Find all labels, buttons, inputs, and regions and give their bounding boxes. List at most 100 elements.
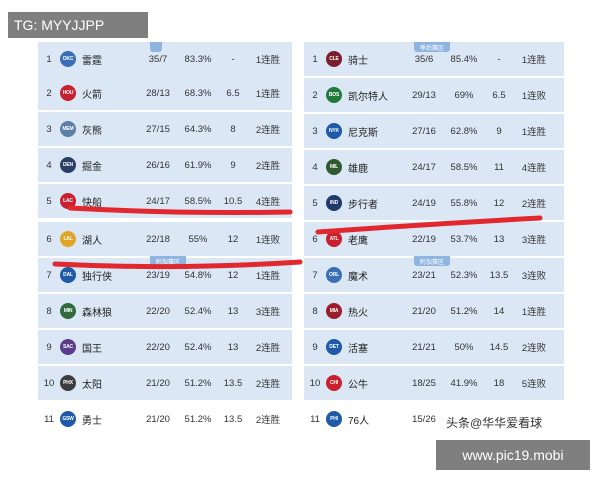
streak: 2连败 (521, 343, 547, 354)
team-name: 湖人 (82, 235, 102, 247)
win-loss-record: 18/25 (412, 377, 436, 389)
team-logo-icon: DET (326, 339, 342, 355)
games-behind: 6.5 (226, 87, 240, 99)
team-name: 独行侠 (82, 271, 112, 283)
standings-row: 11 PHI 76人 15/26 (304, 402, 564, 436)
tg-badge: TG: MYYJJPP (8, 12, 148, 38)
streak: 2连胜 (255, 161, 281, 172)
rank-number: 11 (44, 413, 54, 425)
rank-number: 8 (312, 305, 318, 317)
team-logo-icon: PHX (60, 375, 76, 391)
streak: 1连败 (255, 235, 281, 246)
win-loss-record: 23/21 (412, 269, 436, 281)
team-logo-icon: MEM (60, 121, 76, 137)
win-loss-record: 24/17 (412, 161, 436, 173)
streak: 1连胜 (521, 127, 547, 138)
team-name: 灰熊 (82, 125, 102, 137)
rank-number: 7 (312, 269, 318, 281)
standings-row: 4 MIL 雄鹿 24/17 58.5% 11 4连胜 (304, 150, 564, 184)
games-behind: - (497, 53, 501, 65)
streak: 1连胜 (255, 89, 281, 100)
team-logo-icon: ATL (326, 231, 342, 247)
rank-number: 10 (43, 377, 55, 389)
rank-number: 10 (309, 377, 321, 389)
rank-number: 1 (46, 53, 52, 65)
standings-row: 3 NYK 尼克斯 27/16 62.8% 9 1连胜 (304, 114, 564, 148)
win-loss-record: 35/6 (414, 53, 434, 65)
streak: 1连胜 (255, 55, 281, 66)
team-name: 步行者 (348, 199, 378, 211)
win-percentage: 51.2% (450, 305, 478, 317)
team-logo-icon: CHI (326, 375, 342, 391)
games-behind: 13.5 (223, 413, 243, 425)
team-logo-icon: PHI (326, 411, 342, 427)
team-name: 魔术 (348, 271, 368, 283)
win-percentage: 68.3% (184, 87, 212, 99)
team-name: 活塞 (348, 343, 368, 355)
team-name: 雄鹿 (348, 163, 368, 175)
team-logo-icon: OKC (60, 51, 76, 67)
win-loss-record: 27/16 (412, 125, 436, 137)
rank-number: 2 (46, 87, 52, 99)
win-loss-record: 28/13 (146, 87, 170, 99)
rank-number: 3 (312, 125, 318, 137)
streak: 5连败 (521, 379, 547, 390)
games-behind: 10.5 (223, 195, 243, 207)
games-behind: 14 (493, 305, 505, 317)
team-name: 76人 (348, 415, 370, 427)
standings-row: 8 MIA 热火 21/20 51.2% 14 1连胜 (304, 294, 564, 328)
win-percentage: 58.5% (184, 195, 212, 207)
win-loss-record: 22/20 (146, 305, 170, 317)
west-standings-panel: 1 OKC 雷霆 35/7 83.3% - 1连胜 2 HOU 火箭 28/13 68.3% 6.5 1连… (38, 42, 292, 436)
win-percentage: 61.9% (184, 159, 212, 171)
games-behind: 12 (227, 269, 239, 281)
rank-number: 11 (310, 413, 320, 425)
streak: 3连败 (521, 271, 547, 282)
win-percentage: 64.3% (184, 123, 212, 135)
team-name: 老鹰 (348, 235, 368, 247)
games-behind: 6.5 (492, 89, 506, 101)
win-percentage: 53.7% (450, 233, 478, 245)
standings-row: 2 BOS 凯尔特人 29/13 69% 6.5 1连败 (304, 78, 564, 112)
team-name: 太阳 (82, 379, 102, 391)
team-logo-icon: NYK (326, 123, 342, 139)
team-name: 掘金 (82, 161, 102, 173)
rank-number: 5 (46, 195, 52, 207)
win-loss-record: 21/20 (146, 413, 170, 425)
streak: 3连胜 (255, 307, 281, 318)
standings-row: 9 SAC 国王 22/20 52.4% 13 2连胜 (38, 330, 292, 364)
team-name: 公牛 (348, 379, 368, 391)
games-behind: 14.5 (489, 341, 509, 353)
east-standings-panel: 1 CLE 骑士 35/6 85.4% - 1连胜 2 BOS 凯尔特人 29/13 69% 6.5 1连… (304, 42, 564, 436)
team-logo-icon: SAC (60, 339, 76, 355)
games-behind: 11 (494, 161, 504, 173)
games-behind: 18 (493, 377, 505, 389)
games-behind: 8 (230, 123, 236, 135)
games-behind: 13.5 (223, 377, 243, 389)
streak: 4连胜 (521, 163, 547, 174)
win-percentage: 58.5% (450, 161, 478, 173)
west-playin-tab: 附加赛区 (150, 256, 187, 266)
rank-number: 4 (46, 159, 52, 171)
win-percentage: 41.9% (450, 377, 478, 389)
win-percentage: 55% (188, 233, 208, 245)
win-percentage: 52.4% (184, 341, 212, 353)
team-name: 尼克斯 (348, 127, 378, 139)
win-loss-record: 26/16 (146, 159, 170, 171)
team-name: 热火 (348, 307, 368, 319)
team-name: 火箭 (82, 89, 102, 101)
streak: 2连胜 (255, 415, 281, 426)
standings-row: 1 OKC 雷霆 35/7 83.3% - 1连胜 (38, 42, 292, 76)
win-loss-record: 27/15 (146, 123, 170, 135)
games-behind: 13 (493, 233, 505, 245)
win-percentage: 54.8% (184, 269, 212, 281)
win-percentage: 51.2% (184, 377, 212, 389)
team-name: 国王 (82, 343, 102, 355)
rank-number: 2 (312, 89, 318, 101)
team-logo-icon: CLE (326, 51, 342, 67)
standings-row: 10 PHX 太阳 21/20 51.2% 13.5 2连胜 (38, 366, 292, 400)
streak: 1连胜 (521, 307, 547, 318)
games-behind: 13 (227, 341, 239, 353)
streak: 1连胜 (255, 271, 281, 282)
team-logo-icon: MIL (326, 159, 342, 175)
